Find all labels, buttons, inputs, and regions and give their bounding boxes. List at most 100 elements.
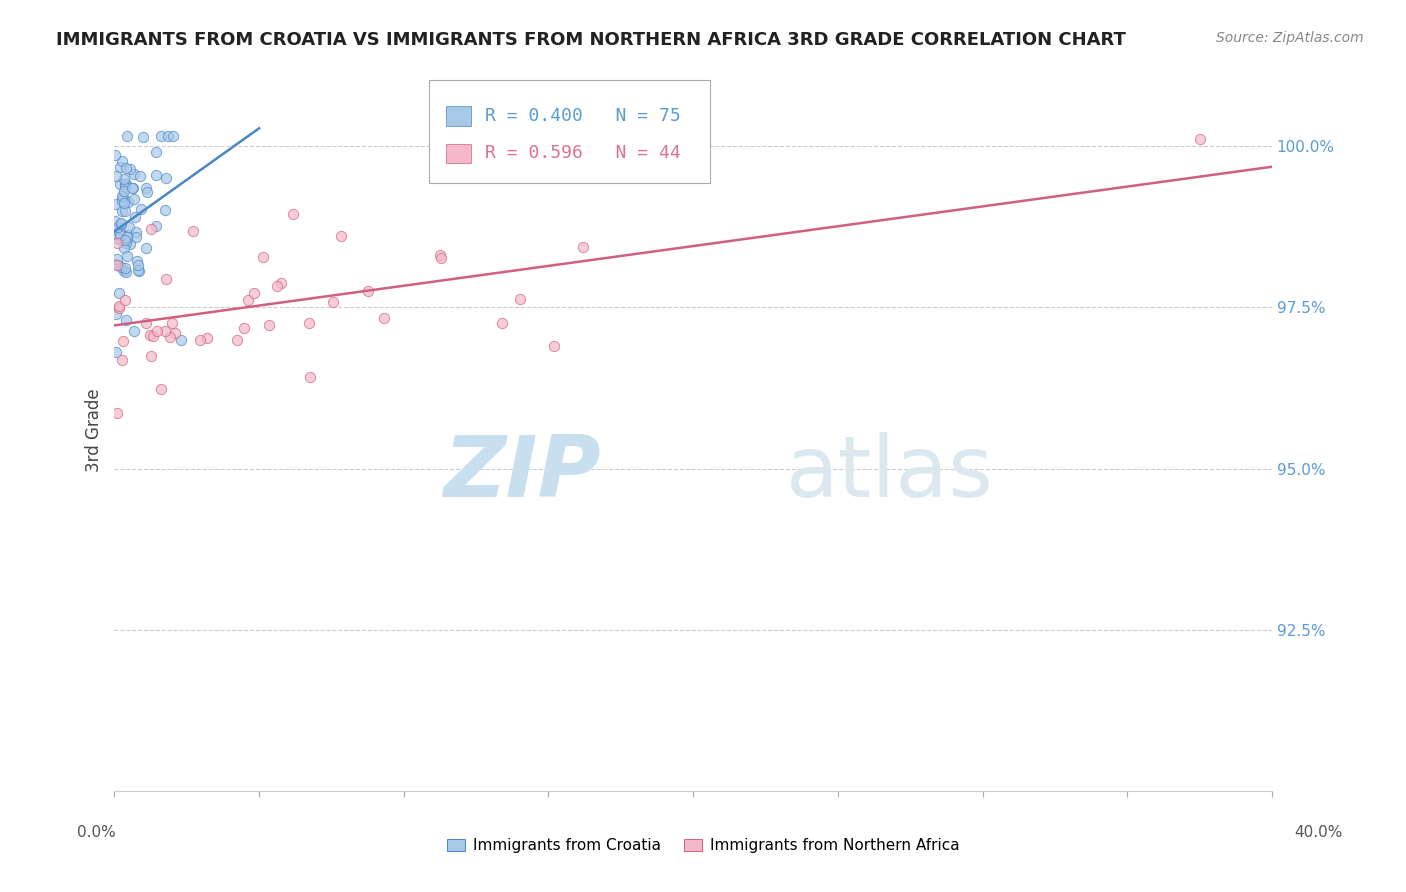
Point [125, 253, 148, 268]
Point [107, 225, 129, 239]
Point [115, 265, 138, 279]
Point [122, 181, 145, 195]
Point [110, 160, 132, 174]
Point [543, 339, 565, 353]
Text: 40.0%: 40.0% [1295, 825, 1343, 839]
Point [136, 185, 159, 199]
Point [117, 195, 139, 210]
Point [155, 171, 177, 186]
Point [135, 316, 157, 330]
Point [111, 353, 134, 368]
Point [112, 264, 135, 278]
Point [117, 230, 139, 244]
Point [114, 180, 136, 194]
Point [108, 232, 131, 246]
Point [112, 196, 135, 211]
Point [105, 252, 128, 266]
Point [114, 260, 136, 275]
Point [155, 271, 177, 285]
Point [122, 167, 145, 181]
Point [110, 260, 132, 274]
Point [153, 202, 176, 217]
Point [111, 154, 134, 169]
Point [135, 181, 157, 195]
Point [299, 369, 322, 384]
Point [112, 241, 135, 255]
Point [357, 284, 380, 298]
Point [141, 349, 163, 363]
Point [322, 295, 344, 310]
Point [270, 276, 292, 290]
Point [329, 228, 352, 243]
Point [104, 147, 127, 161]
Point [145, 168, 167, 182]
Point [117, 249, 139, 263]
Point [121, 181, 143, 195]
Point [195, 331, 218, 345]
Point [104, 345, 127, 359]
Point [430, 251, 453, 265]
Point [120, 237, 142, 252]
Point [128, 263, 150, 277]
Point [104, 307, 127, 321]
Point [117, 227, 139, 242]
Text: R = 0.596   N = 44: R = 0.596 N = 44 [485, 145, 681, 162]
Point [108, 301, 131, 315]
Point [105, 258, 128, 272]
Point [114, 235, 136, 250]
Point [110, 217, 132, 231]
Point [111, 194, 134, 208]
Point [105, 231, 128, 245]
Point [114, 233, 136, 247]
Point [114, 161, 136, 175]
Point [105, 169, 128, 184]
Point [232, 321, 254, 335]
Point [1188, 132, 1211, 146]
Point [124, 211, 146, 225]
Point [114, 203, 136, 218]
Text: atlas: atlas [786, 432, 994, 515]
Point [124, 192, 146, 206]
Point [111, 203, 134, 218]
Point [127, 263, 149, 277]
Point [491, 316, 513, 330]
Text: ZIP: ZIP [443, 432, 600, 515]
Point [108, 177, 131, 191]
Point [225, 333, 247, 347]
Point [107, 299, 129, 313]
Point [111, 189, 134, 203]
Point [107, 219, 129, 234]
Point [110, 216, 132, 230]
Point [135, 241, 157, 255]
Point [114, 177, 136, 191]
Point [112, 171, 135, 186]
Text: 0.0%: 0.0% [77, 825, 117, 839]
Point [127, 258, 149, 272]
Point [159, 329, 181, 343]
Point [429, 247, 451, 261]
Point [107, 258, 129, 272]
Point [104, 257, 127, 271]
Point [118, 162, 141, 177]
Point [115, 313, 138, 327]
Point [145, 145, 167, 159]
Point [108, 228, 131, 243]
Point [145, 324, 167, 338]
Point [188, 333, 211, 347]
Point [142, 329, 165, 343]
Point [125, 225, 148, 239]
Point [112, 184, 135, 198]
Text: R = 0.400   N = 75: R = 0.400 N = 75 [485, 107, 681, 125]
Point [236, 293, 259, 308]
Point [138, 327, 160, 342]
Point [373, 310, 395, 325]
Point [117, 129, 139, 144]
Point [104, 197, 127, 211]
Text: Source: ZipAtlas.com: Source: ZipAtlas.com [1216, 31, 1364, 45]
Point [266, 279, 288, 293]
Point [157, 129, 180, 144]
Point [118, 219, 141, 234]
Point [114, 293, 136, 307]
Point [111, 190, 134, 204]
Y-axis label: 3rd Grade: 3rd Grade [86, 388, 103, 472]
